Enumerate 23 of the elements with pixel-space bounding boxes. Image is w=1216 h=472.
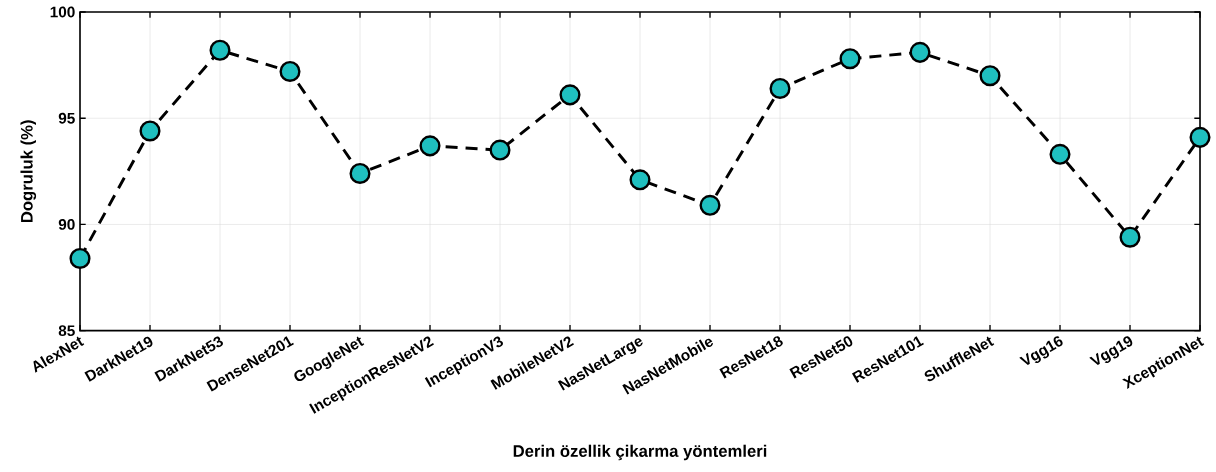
point [979, 65, 1001, 87]
point [209, 39, 231, 61]
x-axis-title: Derin özellik çikarma yöntemleri [513, 444, 767, 461]
point [139, 120, 161, 142]
point [489, 139, 511, 161]
point [559, 84, 581, 106]
point [769, 77, 791, 100]
point [279, 60, 301, 83]
y-tick-label: 95 [58, 112, 75, 124]
point [629, 169, 651, 191]
point [349, 162, 371, 184]
point [699, 194, 721, 216]
point [839, 48, 861, 70]
y-tick-label: 85 [58, 325, 75, 337]
point [69, 247, 91, 269]
point [909, 41, 931, 63]
y-tick-label: 100 [50, 6, 75, 18]
point [1049, 143, 1071, 165]
y-axis-title: Dogruluk (%) [20, 120, 37, 223]
point [1119, 226, 1141, 248]
y-tick-label: 90 [58, 219, 75, 230]
point [419, 135, 441, 157]
point [1189, 126, 1211, 148]
